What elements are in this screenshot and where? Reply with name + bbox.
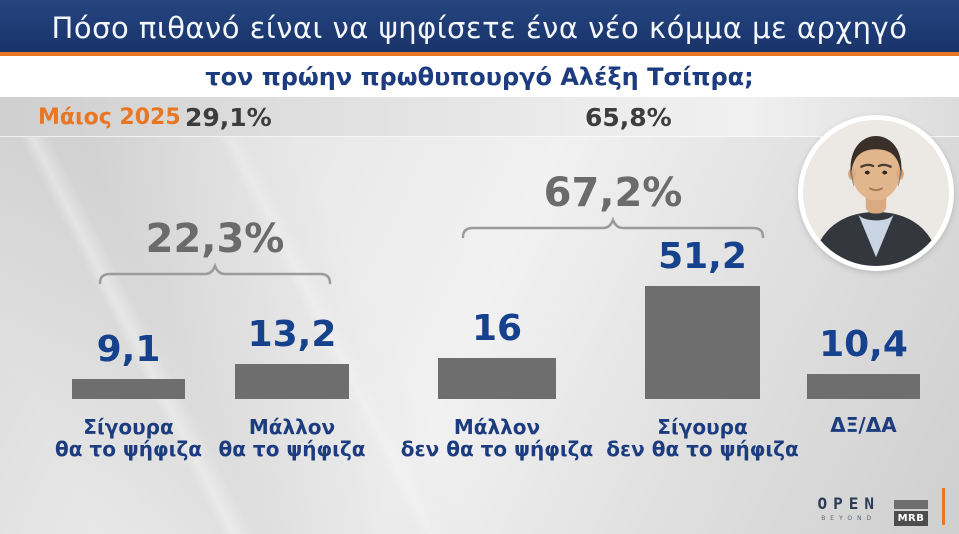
bar-category-line: Μάλλον [248, 415, 336, 439]
bar-category-line: Σίγουρα [83, 415, 174, 439]
hair-shape [850, 136, 902, 179]
shirt-shape [858, 214, 894, 258]
mrb-logo: MRB [894, 500, 928, 526]
orange-divider [0, 52, 959, 56]
bar-category-line: δεν θα το ψήφιζα [606, 437, 799, 461]
bar [235, 364, 349, 399]
bar-category-line: ΔΞ/ΔΑ [830, 413, 897, 437]
group-percentage: 67,2% [543, 170, 683, 216]
title-banner: Πόσο πιθανό είναι να ψηφίσετε ένα νέο κό… [0, 0, 959, 52]
bar-value: 10,4 [819, 324, 908, 365]
bar-category-line: θα το ψήφιζα [54, 437, 203, 461]
bar-category-label: Μάλλον θα το ψήφιζα [182, 416, 402, 460]
bar-category-label: ΔΞ/ΔΑ [754, 414, 959, 436]
bar [438, 358, 556, 399]
bar [72, 379, 185, 399]
date-label: Μάιος 2025 [38, 105, 181, 130]
open-logo-text: OPEN [817, 494, 880, 513]
open-beyond-logo: OPEN BEYOND [817, 494, 880, 526]
bar-category-line: θα το ψήφιζα [218, 437, 366, 461]
orange-tick [942, 488, 945, 525]
bar-category-label: Μάλλον δεν θα το ψήφιζα [387, 416, 607, 460]
bar-category-line: Μάλλον [453, 415, 541, 439]
summary-right-percentage: 65,8% [585, 103, 672, 132]
bar-category-line: δεν θα το ψήφιζα [400, 437, 594, 461]
summary-left-percentage: 29,1% [185, 103, 272, 132]
bar-category-label: Σίγουρα θα το ψήφιζα [19, 416, 239, 460]
bar-value: 16 [471, 308, 523, 349]
group-percentage: 22,3% [145, 216, 285, 262]
bar [645, 286, 760, 399]
bar-category-line: Σίγουρα [657, 415, 748, 439]
page-title: Πόσο πιθανό είναι να ψηφίσετε ένα νέο κό… [51, 11, 908, 45]
page-subtitle: τον πρώην πρωθυπουργό Αλέξη Τσίπρα; [205, 62, 754, 91]
bracket [461, 216, 765, 239]
portrait-illustration [803, 120, 949, 266]
tsipras-portrait [798, 115, 954, 271]
bar-value: 9,1 [96, 329, 161, 370]
face-shape [851, 144, 901, 201]
footer-logos: OPEN BEYOND MRB [817, 488, 945, 526]
beyond-logo-text: BEYOND [821, 515, 877, 522]
bar-value: 13,2 [247, 314, 337, 355]
bracket [98, 262, 332, 285]
mrb-logo-text: MRB [894, 511, 928, 526]
bar [807, 374, 920, 399]
bar-value: 51,2 [658, 236, 747, 277]
info-strip: Μάιος 2025 29,1% 65,8% [0, 97, 959, 137]
bar-category-label: Σίγουρα δεν θα το ψήφιζα [593, 416, 813, 460]
subtitle-strip: τον πρώην πρωθυπουργό Αλέξη Τσίπρα; [0, 56, 959, 97]
mrb-logo-bar [894, 500, 928, 509]
